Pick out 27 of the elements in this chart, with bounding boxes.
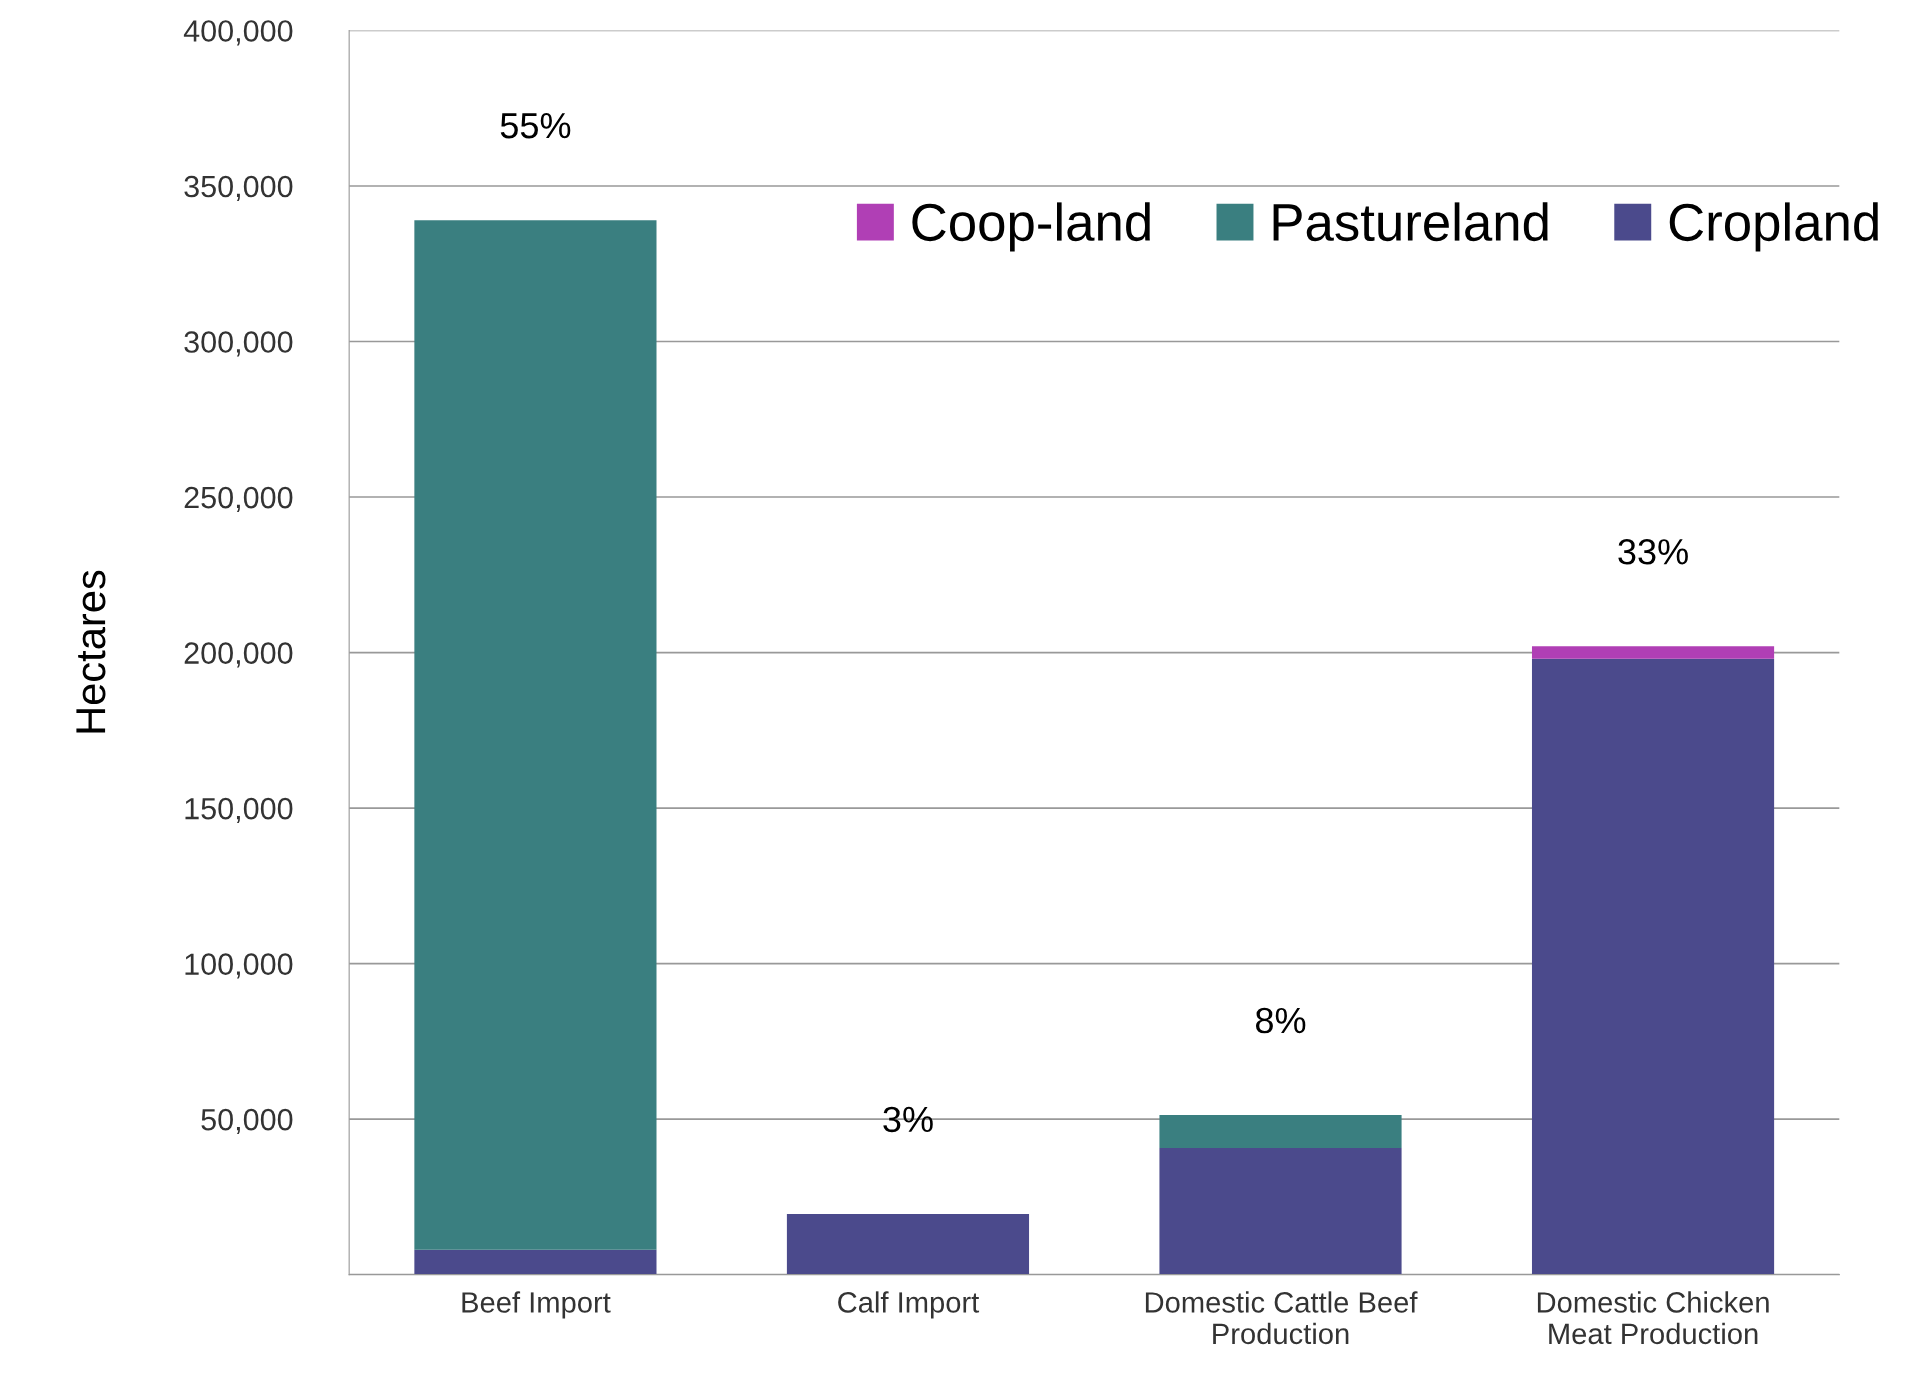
y-tick-label: 200,000 xyxy=(184,642,293,668)
annotation: 3% xyxy=(883,1106,933,1133)
x-tick-label: Domestic Cattle Beef Production xyxy=(1145,1291,1418,1345)
y-tick-label: 250,000 xyxy=(184,486,293,513)
legend-label: Pastureland xyxy=(1273,202,1548,242)
legend-label: Coop-land xyxy=(912,202,1150,252)
bar xyxy=(414,220,657,1250)
x-tick-label: Beef Import xyxy=(462,1291,611,1319)
y-tick-label: 150,000 xyxy=(185,797,293,824)
bar xyxy=(1159,1115,1402,1149)
annotation: 55% xyxy=(500,112,571,139)
bar xyxy=(414,1249,657,1275)
bar xyxy=(786,1214,1030,1275)
bar xyxy=(1159,1148,1402,1275)
x-tick-label: Calf Import xyxy=(838,1291,980,1319)
y-tick-label: 350,000 xyxy=(184,175,293,201)
y-tick-label: 300,000 xyxy=(184,331,293,357)
y-tick-label: 100,000 xyxy=(185,953,293,979)
bar xyxy=(1531,658,1775,1275)
x-tick-label: Domestic Chicken Meat Production xyxy=(1537,1291,1769,1345)
y-tick-label: 50,000 xyxy=(201,1108,293,1135)
y-tick-label: 400,000 xyxy=(183,20,293,46)
y-axis-title: Hectares xyxy=(76,570,106,733)
legend-label: Cropland xyxy=(1669,202,1878,252)
bar xyxy=(1531,646,1775,659)
annotation: 33% xyxy=(1618,538,1688,565)
annotation: 8% xyxy=(1255,1007,1306,1034)
